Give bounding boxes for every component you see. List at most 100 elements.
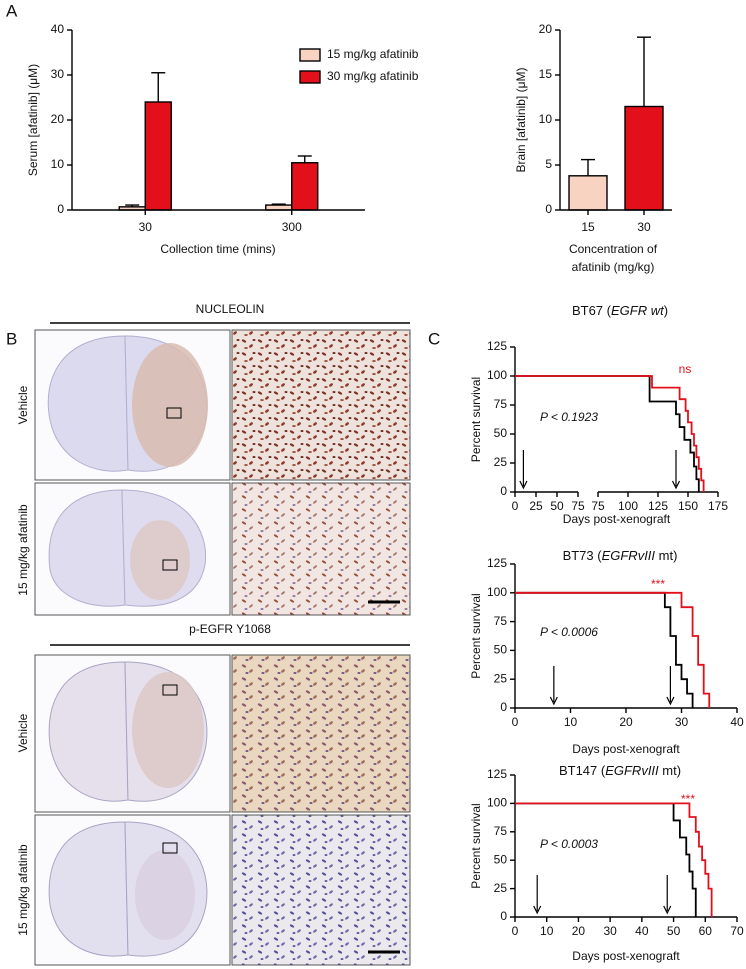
- y-tick-label: 0: [545, 202, 552, 216]
- arrow-head: [533, 905, 542, 915]
- x-tick-label: 0: [512, 715, 519, 729]
- y-tick-label: 30: [51, 67, 65, 81]
- y-tick-label: 15: [539, 67, 553, 81]
- y-tick-label: 75: [494, 824, 508, 838]
- y-tick-label: 125: [487, 556, 507, 570]
- x-tick-label: 125: [648, 499, 668, 513]
- y-tick-label: 25: [494, 671, 508, 685]
- treatment-arrow: [549, 666, 558, 706]
- arrow-head: [663, 905, 672, 915]
- treatment-arrow: [533, 875, 542, 915]
- x-tick-label: 30: [139, 220, 153, 234]
- legend-swatch: [299, 48, 321, 62]
- title-part: ): [664, 303, 668, 318]
- x-tick-label: 10: [564, 715, 578, 729]
- y-tick-label: 10: [539, 112, 553, 126]
- y-tick-label: 40: [51, 22, 65, 36]
- y-tick-label: 50: [494, 426, 508, 440]
- y-tick-label: 5: [545, 157, 552, 171]
- x-tick-label: 30: [603, 924, 617, 938]
- survival-curve: [515, 375, 705, 492]
- y-tick-label: 75: [494, 614, 508, 628]
- legend-label: 30 mg/kg afatinib: [327, 69, 419, 83]
- y-tick-label: 0: [500, 909, 507, 923]
- arrow-head: [549, 696, 558, 706]
- p-value: P < 0.0003: [540, 837, 598, 851]
- y-tick-label: 75: [494, 397, 508, 411]
- x-tick-label: 150: [678, 499, 698, 513]
- y-tick-label: 0: [500, 700, 507, 714]
- x-tick-label: 20: [572, 924, 586, 938]
- x-axis-label: Days post-xenograft: [572, 949, 680, 963]
- bar: [144, 101, 172, 211]
- x-axis-label: Days post-xenograft: [572, 742, 680, 756]
- error-bar: [581, 158, 595, 176]
- y-tick-label: 10: [51, 157, 65, 171]
- y-tick-label: 25: [494, 455, 508, 469]
- y-axis-label: Percent survival: [469, 593, 483, 678]
- treatment-arrow: [663, 875, 672, 915]
- x-tick-label: 70: [730, 924, 744, 938]
- y-tick-label: 0: [500, 484, 507, 498]
- x-tick-label: 10: [540, 924, 554, 938]
- title-part: EGFRvIII: [605, 763, 659, 778]
- title-part: mt): [659, 763, 681, 778]
- title-part: BT73 (: [563, 548, 603, 563]
- bar: [265, 204, 293, 211]
- x-tick-label: 30: [675, 715, 689, 729]
- chart-title: BT73 (EGFRvIII mt): [563, 548, 678, 563]
- title-part: BT67 (: [572, 303, 612, 318]
- treatment-arrow: [666, 666, 675, 706]
- survival-curve: [515, 802, 713, 917]
- treatment-arrow: [671, 450, 681, 490]
- title-part: mt): [655, 548, 677, 563]
- y-tick-label: 50: [494, 643, 508, 657]
- treatment-arrow: [519, 450, 528, 490]
- y-tick-label: 100: [487, 368, 507, 382]
- x-tick-label: 40: [635, 924, 649, 938]
- panel-label: B: [6, 329, 17, 348]
- x-axis-label: afatinib (mg/kg): [572, 260, 655, 274]
- x-tick-label: 40: [730, 715, 744, 729]
- legend-swatch: [299, 70, 321, 84]
- y-tick-label: 50: [494, 852, 508, 866]
- y-axis-label: Percent survival: [469, 377, 483, 462]
- y-axis-label: Percent survival: [469, 803, 483, 888]
- y-tick-label: 125: [487, 767, 507, 781]
- x-tick-label: 50: [550, 499, 564, 513]
- error-bar: [637, 36, 651, 107]
- significance: ns: [679, 362, 692, 376]
- x-tick-label: 25: [529, 499, 543, 513]
- row-label: Vehicle: [16, 385, 30, 424]
- survival-curve: [515, 591, 711, 708]
- y-tick-label: 20: [539, 22, 553, 36]
- stain-title: p-EGFR Y1068: [189, 622, 271, 636]
- x-tick-label: 20: [619, 715, 633, 729]
- panel-label: C: [428, 329, 440, 348]
- error-bar: [297, 155, 312, 163]
- bar: [624, 105, 664, 211]
- p-value: P < 0.0006: [540, 625, 598, 639]
- significance: ***: [681, 792, 695, 806]
- y-tick-label: 100: [487, 585, 507, 599]
- x-axis-label: Days post-xenograft: [563, 512, 671, 526]
- x-tick-label: 75: [591, 499, 605, 513]
- legend-label: 15 mg/kg afatinib: [327, 47, 419, 61]
- bar: [291, 162, 319, 211]
- x-tick-label: 50: [667, 924, 681, 938]
- micrograph: [231, 814, 411, 966]
- micrograph: [231, 329, 411, 481]
- x-tick-label: 30: [637, 220, 651, 234]
- row-label: 15 mg/kg afatinib: [16, 504, 30, 596]
- arrow-head: [671, 480, 681, 490]
- stain-title: NUCLEOLIN: [196, 302, 265, 316]
- x-tick-label: 75: [571, 499, 585, 513]
- x-tick-label: 0: [512, 924, 519, 938]
- x-tick-label: 300: [282, 220, 302, 234]
- micrograph: [231, 654, 411, 813]
- x-tick-label: 100: [618, 499, 638, 513]
- x-tick-label: 15: [581, 220, 595, 234]
- error-bar: [151, 72, 166, 102]
- bar: [568, 175, 608, 211]
